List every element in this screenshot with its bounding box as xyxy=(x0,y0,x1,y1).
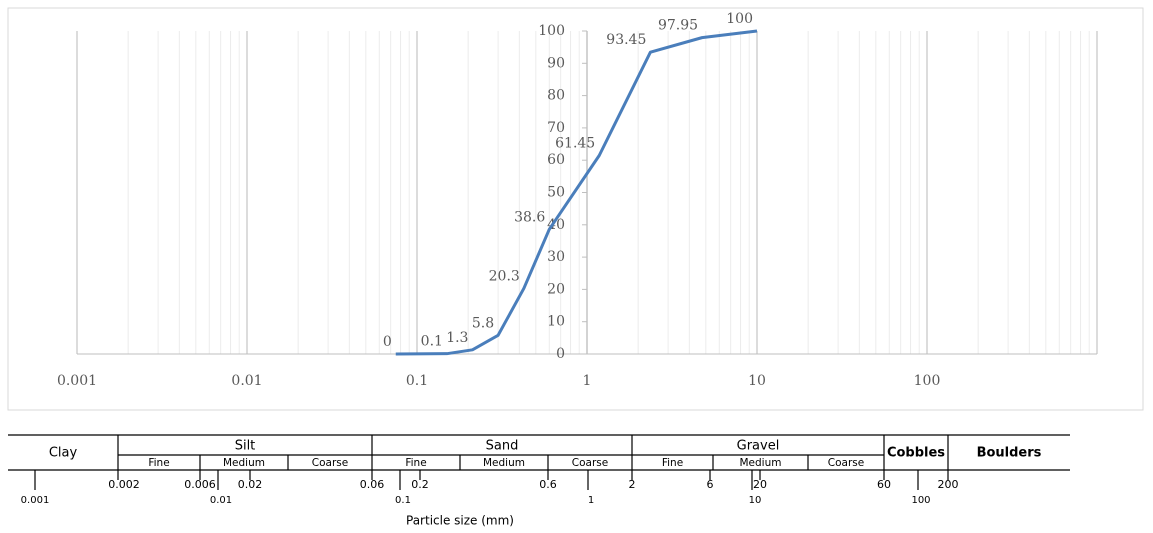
y-tick-label: 10 xyxy=(547,314,565,330)
subgroup-label: Medium xyxy=(223,457,265,469)
boundary-label: 2 xyxy=(629,478,636,491)
boundary-label: 0.06 xyxy=(360,478,385,491)
data-label: 20.3 xyxy=(489,268,520,284)
scale-label: 1 xyxy=(588,495,594,506)
subgroup-label: Coarse xyxy=(572,457,608,469)
subgroup-label: Coarse xyxy=(312,457,348,469)
y-tick-label: 60 xyxy=(547,152,565,168)
boundary-label: 6 xyxy=(707,478,714,491)
data-label: 97.95 xyxy=(658,18,698,34)
y-tick-label: 30 xyxy=(547,249,565,265)
x-tick-label: 1 xyxy=(583,373,592,389)
group-label: Sand xyxy=(486,439,519,454)
y-tick-label: 40 xyxy=(547,217,565,233)
chart-frame xyxy=(7,7,1144,411)
scale-label: 100 xyxy=(911,495,930,506)
boundary-label: 0.2 xyxy=(411,478,429,491)
classification-table: Clay Silt Sand Gravel Cobbles Boulders Fine Med… xyxy=(8,434,1070,528)
group-label: Gravel xyxy=(737,439,780,454)
y-tick-label: 80 xyxy=(547,88,565,104)
subgroup-label: Medium xyxy=(740,457,782,469)
data-label: 38.6 xyxy=(514,209,545,225)
boundary-label: 0.6 xyxy=(539,478,557,491)
x-tick-label: 100 xyxy=(914,373,941,389)
boundary-label: 0.002 xyxy=(108,478,140,491)
scale-label: 0.01 xyxy=(210,495,232,506)
group-label: Boulders xyxy=(977,446,1042,461)
y-tick-label: 100 xyxy=(538,23,565,39)
subgroup-label: Medium xyxy=(483,457,525,469)
boundary-label: 0.02 xyxy=(238,478,263,491)
data-label: 61.45 xyxy=(555,136,595,152)
data-label: 93.45 xyxy=(606,32,646,48)
boundary-label: 20 xyxy=(753,478,767,491)
x-tick-label: 0.1 xyxy=(406,373,428,389)
group-label: Silt xyxy=(235,439,256,454)
subgroup-label: Coarse xyxy=(828,457,864,469)
subgroup-label: Fine xyxy=(148,457,169,469)
y-tick-label: 90 xyxy=(547,55,565,71)
subgroup-label: Fine xyxy=(662,457,683,469)
data-label: 1.3 xyxy=(446,330,468,346)
y-tick-label: 70 xyxy=(547,120,565,136)
data-label: 0 xyxy=(383,334,392,350)
y-tick-label: 20 xyxy=(547,281,565,297)
y-tick-label: 50 xyxy=(547,185,565,201)
scale-label: 0.001 xyxy=(21,495,50,506)
data-line xyxy=(395,29,758,356)
group-label: Cobbles xyxy=(887,446,945,461)
data-label: 100 xyxy=(726,11,753,27)
x-tick-label: 0.001 xyxy=(57,373,97,389)
group-label: Clay xyxy=(49,446,78,461)
boundary-label: 200 xyxy=(938,478,959,491)
boundary-label: 0.006 xyxy=(184,478,216,491)
subgroup-label: Fine xyxy=(405,457,426,469)
scale-label: 10 xyxy=(749,495,762,506)
axis-title: Particle size (mm) xyxy=(406,514,514,528)
boundary-label: 60 xyxy=(877,478,891,491)
data-label: 0.1 xyxy=(421,334,443,350)
x-tick-label: 10 xyxy=(748,373,766,389)
x-tick-label: 0.01 xyxy=(231,373,262,389)
scale-label: 0.1 xyxy=(395,495,411,506)
y-tick-label: 0 xyxy=(556,346,565,362)
data-label: 5.8 xyxy=(472,315,494,331)
chart-area: 0.001 0.01 0.1 1 10 100 0 10 20 30 40 50 60 70 80 90 100… xyxy=(57,11,1098,389)
